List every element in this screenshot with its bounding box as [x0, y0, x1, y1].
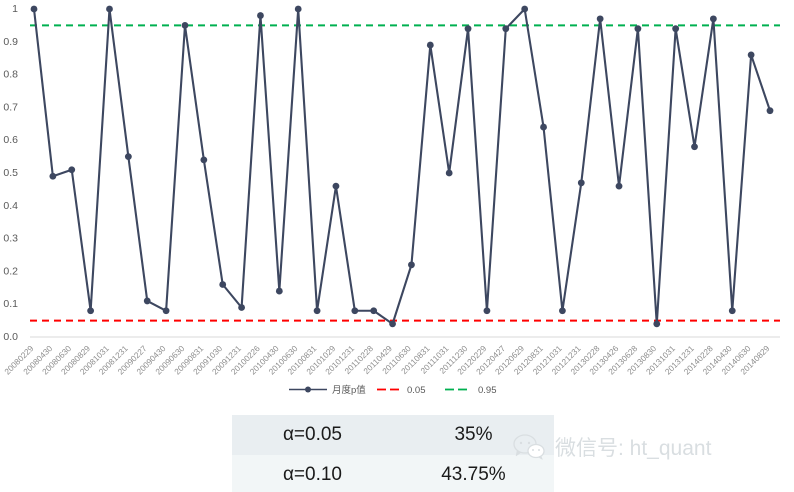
svg-text:0.95: 0.95	[478, 385, 497, 396]
svg-text:月度p值: 月度p值	[332, 384, 366, 396]
svg-text:0.05: 0.05	[407, 385, 426, 396]
svg-text:0.0: 0.0	[3, 331, 18, 343]
svg-text:0.6: 0.6	[3, 134, 18, 146]
svg-text:0.4: 0.4	[3, 200, 18, 212]
svg-text:1: 1	[12, 3, 18, 15]
svg-text:0.8: 0.8	[3, 69, 18, 81]
svg-text:0.5: 0.5	[3, 167, 18, 179]
svg-text:0.3: 0.3	[3, 233, 18, 245]
svg-text:0.2: 0.2	[3, 265, 18, 277]
svg-text:0.9: 0.9	[3, 36, 18, 48]
svg-text:0.1: 0.1	[3, 298, 18, 310]
svg-text:0.7: 0.7	[3, 101, 18, 113]
